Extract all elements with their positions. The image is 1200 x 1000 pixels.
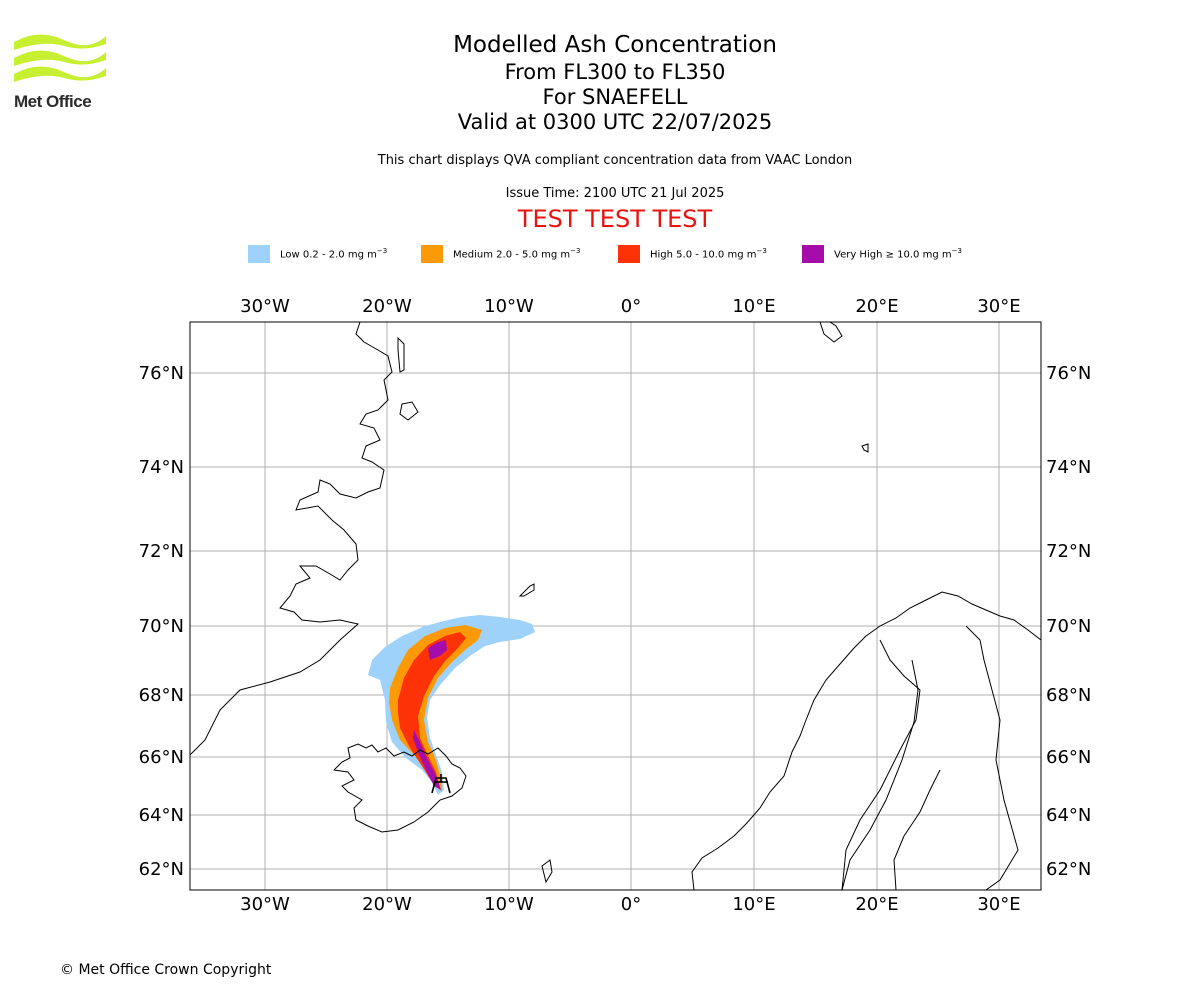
scandinavia-coast [691,591,1041,890]
plume-high [398,632,466,790]
test-banner: TEST TEST TEST [517,205,713,233]
lon-label: 20°W [362,296,412,317]
sweden-finland-border [841,659,919,890]
lon-labels-bottom: 30°W 20°W 10°W 0° 10°E 20°E 30°E [240,894,1020,915]
greenland-island [397,336,405,373]
plume-very-high-tail [413,730,441,790]
finland-russia-border [965,625,1019,890]
lon-label: 0° [621,296,641,317]
lon-label: 30°E [977,296,1020,317]
met-office-logo [14,34,106,82]
lon-label: 10°W [484,296,534,317]
lat-label: 64°N [1046,805,1091,826]
legend-label-medium: Medium 2.0 - 5.0 mg m [453,249,571,261]
legend-item-low: Low 0.2 - 2.0 mg m−3 [248,244,387,264]
lat-label: 68°N [1046,685,1091,706]
legend-exponent: −3 [570,247,581,256]
lon-label: 20°W [362,894,412,915]
lat-label: 66°N [1046,747,1091,768]
lat-label: 64°N [139,805,184,826]
lat-label: 76°N [139,363,184,384]
lat-labels-right: 76°N 74°N 72°N 70°N 68°N 66°N 64°N 62°N [1046,363,1091,880]
lat-label: 74°N [1046,457,1091,478]
lon-label: 30°E [977,894,1020,915]
lon-label: 20°E [855,296,898,317]
lat-label: 72°N [1046,541,1091,562]
flight-levels: From FL300 to FL350 [504,60,726,84]
logo-text: Met Office [14,92,92,111]
volcano-name: For SNAEFELL [542,85,688,109]
legend-exponent: −3 [951,247,962,256]
title-block: Modelled Ash Concentration From FL300 to… [230,30,1000,233]
lat-label: 62°N [1046,859,1091,880]
lon-label: 10°E [732,894,775,915]
lat-label: 76°N [1046,363,1091,384]
lat-labels-left: 76°N 74°N 72°N 70°N 68°N 66°N 64°N 62°N [139,363,184,880]
legend-label-high: High 5.0 - 10.0 mg m [650,249,757,261]
lon-label: 30°W [240,894,290,915]
lon-label: 20°E [855,894,898,915]
greenland-coast [190,322,393,756]
ash-plume [368,615,535,795]
gulf-of-bothnia [893,769,941,890]
svalbard-coast [819,322,843,343]
legend-exponent: −3 [376,247,388,256]
lon-label: 0° [621,894,641,915]
legend-item-high: High 5.0 - 10.0 mg m−3 [618,244,767,264]
lat-label: 62°N [139,859,184,880]
faroe-islands [541,859,553,884]
issue-time: Issue Time: 2100 UTC 21 Jul 2025 [505,186,725,201]
lat-label: 66°N [139,747,184,768]
lat-label: 72°N [139,541,184,562]
qva-note: This chart displays QVA compliant concen… [377,153,853,168]
jan-mayen [518,583,535,597]
legend-exponent: −3 [756,247,767,256]
copyright-text: © Met Office Crown Copyright [60,962,272,978]
gridlines [190,322,1041,890]
chart-title: Modelled Ash Concentration [453,32,777,58]
legend-swatch-very-high [802,245,824,263]
map-frame [189,321,1042,891]
norway-sweden-border [841,639,921,890]
legend-swatch-high [618,245,640,263]
volcano-icon [431,774,451,794]
legend-label-low: Low 0.2 - 2.0 mg m [280,249,377,261]
bear-island [861,443,869,453]
legend-swatch-low [248,245,270,263]
legend-swatch-medium [421,245,443,263]
lon-label: 10°E [732,296,775,317]
lat-label: 68°N [139,685,184,706]
lat-label: 70°N [139,616,184,637]
lon-label: 10°W [484,894,534,915]
greenland-island-2 [399,401,419,421]
valid-time: Valid at 0300 UTC 22/07/2025 [457,110,773,134]
lat-label: 70°N [1046,616,1091,637]
plume-very-high-core [428,640,447,660]
legend-item-very-high: Very High ≥ 10.0 mg m−3 [802,244,962,264]
legend-item-medium: Medium 2.0 - 5.0 mg m−3 [421,244,580,264]
lon-labels-top: 30°W 20°W 10°W 0° 10°E 20°E 30°E [240,296,1020,317]
legend-label-very-high: Very High ≥ 10.0 mg m [834,249,952,261]
iceland-coast [332,743,467,833]
legend: Low 0.2 - 2.0 mg m−3 Medium 2.0 - 5.0 mg… [248,244,1008,264]
lat-label: 74°N [139,457,184,478]
lon-label: 30°W [240,296,290,317]
coastlines [190,322,1041,890]
